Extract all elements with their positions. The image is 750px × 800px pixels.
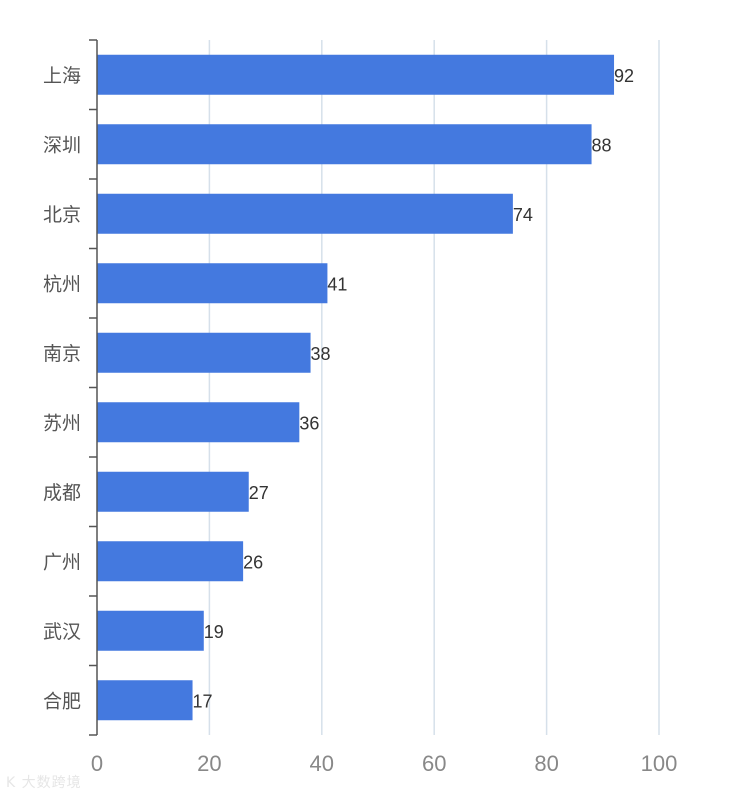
bar-5 [97,402,300,443]
category-label-7: 广州 [43,551,81,573]
x-tick-label-0: 0 [91,751,103,776]
value-label-5: 36 [299,413,319,433]
value-label-0: 92 [614,66,634,86]
labels: 0 20 40 60 80 100 上海 92 深圳 88 北京 74 杭州 41 南京 38 苏州 36 成都 27… [43,65,677,776]
category-label-6: 成都 [43,482,81,504]
x-tick-label-80: 80 [534,751,558,776]
category-label-1: 深圳 [43,134,81,156]
bars [97,54,615,721]
category-label-8: 武汉 [43,621,81,643]
bar-0 [97,54,615,95]
value-label-3: 41 [327,274,347,294]
bar-9 [97,680,193,721]
bar-1 [97,124,592,165]
bar-7 [97,541,244,582]
x-tick-label-100: 100 [641,751,678,776]
category-label-9: 合肥 [43,690,81,712]
value-label-6: 27 [249,483,269,503]
x-tick-label-60: 60 [422,751,446,776]
watermark: K 大数跨境 [6,772,82,792]
value-label-9: 17 [193,691,213,711]
value-label-4: 38 [311,344,331,364]
y-axis [89,39,98,736]
value-label-1: 88 [592,135,612,155]
watermark-logo-icon: K [6,775,17,791]
category-label-2: 北京 [43,204,81,226]
x-tick-label-20: 20 [197,751,221,776]
category-label-0: 上海 [43,65,81,87]
bar-3 [97,263,328,304]
value-label-2: 74 [513,205,533,225]
category-label-4: 南京 [43,343,81,365]
category-label-5: 苏州 [43,412,81,434]
value-label-8: 19 [204,622,224,642]
category-label-3: 杭州 [43,273,81,295]
x-tick-label-40: 40 [310,751,334,776]
bar-4 [97,332,311,373]
bar-6 [97,471,249,512]
value-label-7: 26 [243,552,263,572]
bar-8 [97,610,204,651]
bar-2 [97,193,513,234]
watermark-text: 大数跨境 [21,775,82,791]
